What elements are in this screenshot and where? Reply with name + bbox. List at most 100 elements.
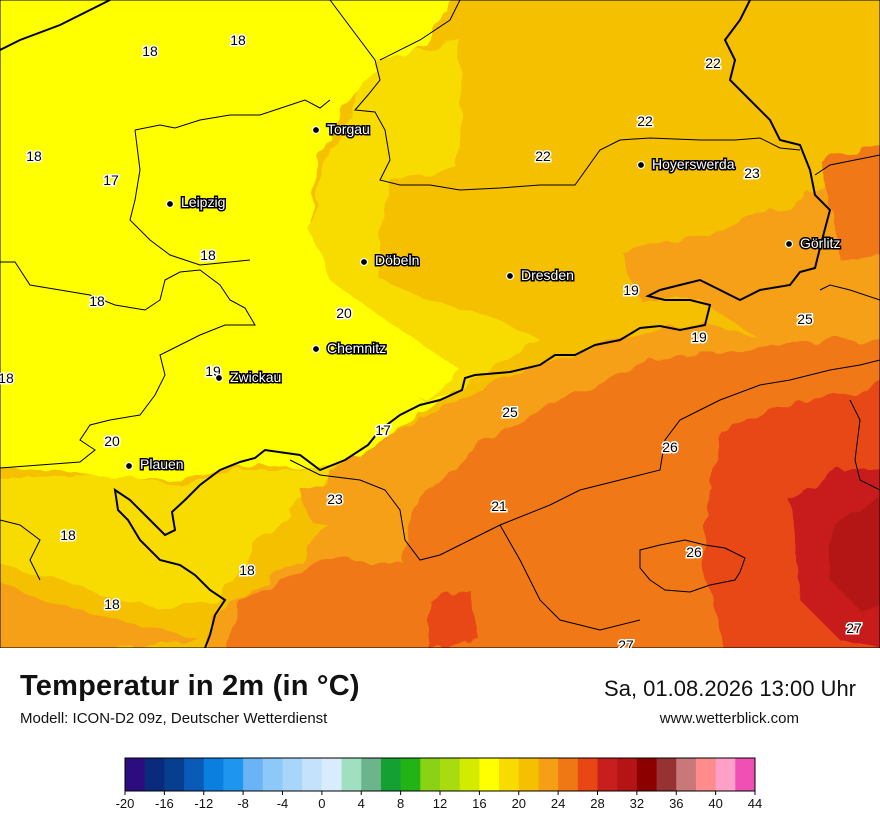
city-dot — [311, 344, 321, 354]
legend-swatch — [282, 758, 303, 791]
city-doebeln: Döbeln — [359, 251, 421, 270]
temp-label: 27 — [618, 637, 634, 648]
legend-swatch — [400, 758, 421, 791]
temp-label: 18 — [142, 43, 158, 59]
legend-tick-label: 4 — [358, 796, 365, 811]
temp-label: 26 — [662, 439, 678, 455]
legend-tick-label: 28 — [590, 796, 604, 811]
city-dot — [505, 271, 515, 281]
legend-swatch — [695, 758, 717, 791]
legend-swatch — [144, 758, 165, 791]
city-plauen: Plauen — [124, 455, 185, 474]
temp-label: 25 — [502, 404, 518, 420]
city-dot — [214, 373, 224, 383]
temp-label: 17 — [375, 422, 391, 438]
city-label: Döbeln — [375, 252, 419, 268]
city-dot — [636, 160, 646, 170]
legend-swatch — [518, 758, 539, 791]
legend-swatch — [479, 758, 500, 791]
city-label: Hoyerswerda — [652, 156, 735, 172]
city-leipzig: Leipzig — [165, 193, 227, 212]
color-legend: -20 -16 -12 -8 -4 0 4 8 12 16 20 24 28 3… — [116, 757, 762, 811]
legend-swatch — [656, 758, 677, 791]
national-border — [0, 0, 832, 648]
legend-swatch — [597, 758, 618, 791]
temperature-map: 18 18 22 22 22 18 17 23 18 18 20 19 19 2… — [0, 0, 880, 648]
legend-swatch — [499, 758, 520, 791]
legend-swatch — [636, 758, 657, 791]
temp-label: 22 — [637, 113, 653, 129]
city-dot — [359, 257, 369, 267]
legend-swatch — [243, 758, 264, 791]
city-dot — [784, 239, 794, 249]
temp-label: 18 — [239, 562, 255, 578]
legend-tick-label: 32 — [630, 796, 644, 811]
legend-swatch — [676, 758, 697, 791]
temp-label: 22 — [535, 148, 551, 164]
city-markers: Torgau Leipzig Döbeln Dresden Hoyerswerd… — [124, 120, 842, 474]
legend-tick-label: 8 — [397, 796, 404, 811]
border-lines — [0, 0, 880, 648]
temp-label: 23 — [744, 165, 760, 181]
legend-tick-label: -20 — [116, 796, 135, 811]
city-label: Plauen — [140, 456, 184, 472]
legend-tick-label: -4 — [277, 796, 289, 811]
legend-tick-label: 36 — [669, 796, 683, 811]
legend-swatch — [203, 758, 224, 791]
legend-tick-label: -16 — [155, 796, 174, 811]
legend-swatch — [184, 758, 205, 791]
legend-swatch — [715, 758, 736, 791]
legend-tick-label: 44 — [748, 796, 762, 811]
temperature-labels: 18 18 22 22 22 18 17 23 18 18 20 19 19 2… — [0, 31, 863, 649]
temp-label: 23 — [327, 491, 343, 507]
legend-tick-label: 0 — [318, 796, 325, 811]
legend-tick-label: 24 — [551, 796, 565, 811]
city-label: Görlitz — [800, 235, 840, 251]
legend-swatch — [164, 758, 185, 791]
legend-swatch — [735, 758, 756, 791]
city-dot — [311, 125, 321, 135]
website-link[interactable]: www.wetterblick.com — [659, 710, 799, 727]
temp-label: 19 — [623, 282, 639, 298]
legend-tick-label: 12 — [433, 796, 447, 811]
city-goerlitz: Görlitz — [784, 234, 842, 253]
temp-label: 17 — [103, 172, 119, 188]
temp-label: 19 — [691, 329, 707, 345]
city-zwickau: Zwickau — [214, 368, 283, 387]
legend-swatch — [341, 758, 362, 791]
map-title: Temperatur in 2m (in °C) — [20, 670, 360, 702]
legend-swatch — [361, 758, 382, 791]
temperature-field — [0, 0, 880, 648]
map-footer: Temperatur in 2m (in °C) Modell: ICON-D2… — [0, 648, 880, 830]
city-label: Torgau — [327, 121, 370, 137]
temp-label: 18 — [60, 527, 76, 543]
legend-swatch — [440, 758, 461, 791]
temp-label: 25 — [797, 311, 813, 327]
temp-label: 27 — [846, 620, 862, 636]
legend-tick-label: 40 — [708, 796, 722, 811]
city-dot — [124, 461, 134, 471]
city-label: Dresden — [521, 267, 574, 283]
legend-tick-label: 16 — [472, 796, 486, 811]
legend-tick-label: -8 — [237, 796, 249, 811]
temp-label: 18 — [104, 596, 120, 612]
city-chemnitz: Chemnitz — [311, 339, 388, 358]
legend-swatch — [577, 758, 598, 791]
model-source: Modell: ICON-D2 09z, Deutscher Wetterdie… — [20, 710, 328, 727]
legend-swatch — [262, 758, 283, 791]
legend-swatch — [617, 758, 638, 791]
legend-swatch — [302, 758, 323, 791]
legend-swatches — [124, 757, 756, 795]
city-dresden: Dresden — [505, 266, 575, 285]
temp-label: 26 — [686, 544, 702, 560]
legend-swatch — [420, 758, 441, 791]
legend-swatch — [380, 758, 402, 791]
temp-label: 18 — [89, 293, 105, 309]
temp-label: 21 — [491, 498, 507, 514]
legend-tick-label: -12 — [194, 796, 213, 811]
legend-swatch — [223, 758, 244, 791]
temp-label: 18 — [0, 370, 14, 386]
temp-label: 18 — [230, 32, 246, 48]
legend-swatch — [558, 758, 579, 791]
legend-swatch — [538, 758, 559, 791]
